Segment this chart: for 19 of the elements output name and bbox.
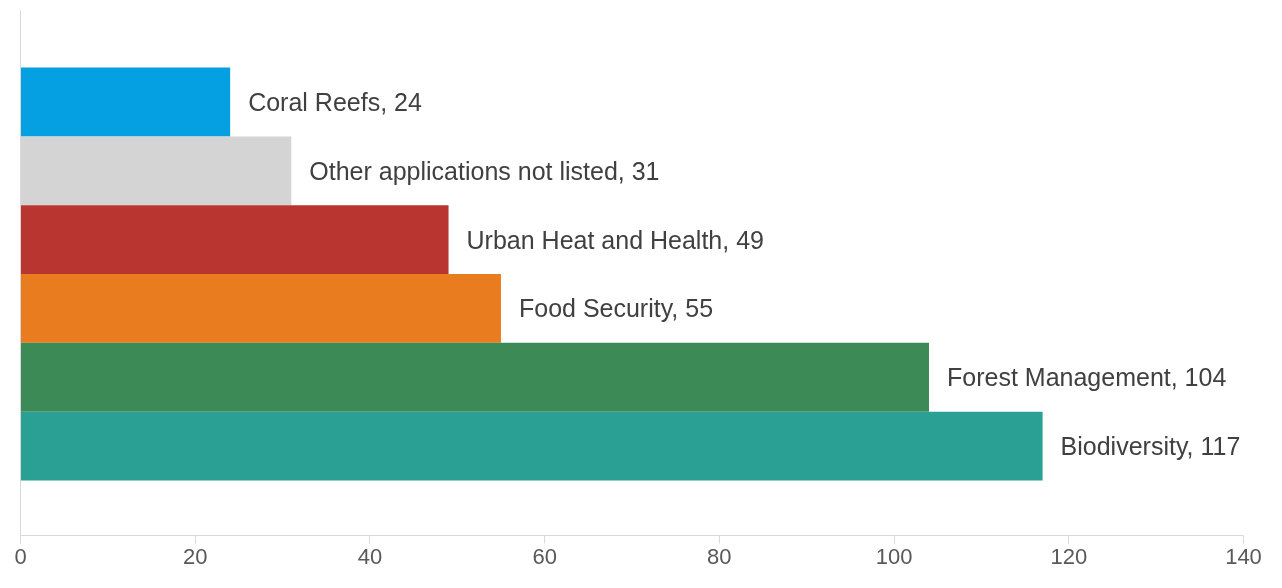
bar <box>20 67 231 137</box>
x-tick-label: 120 <box>1050 543 1088 569</box>
x-tick-label: 80 <box>707 543 732 569</box>
data-label: Food Security, 55 <box>518 294 714 323</box>
data-label: Urban Heat and Health, 49 <box>466 225 764 254</box>
x-tick-label: 100 <box>875 543 913 569</box>
data-label: Biodiversity, 117 <box>1060 432 1241 461</box>
bar <box>20 274 501 343</box>
x-tick-label: 140 <box>1225 543 1262 569</box>
bar <box>20 205 449 275</box>
bar <box>20 342 930 412</box>
x-tick-label: 20 <box>182 543 208 569</box>
bar <box>20 411 1043 481</box>
x-tick-label: 0 <box>14 543 27 569</box>
data-label: Other applications not listed, 31 <box>309 156 660 185</box>
x-tick-label: 40 <box>357 543 383 569</box>
x-tick-label: 60 <box>532 543 557 569</box>
data-label: Coral Reefs, 24 <box>248 88 422 117</box>
data-label: Forest Management, 104 <box>947 363 1227 392</box>
